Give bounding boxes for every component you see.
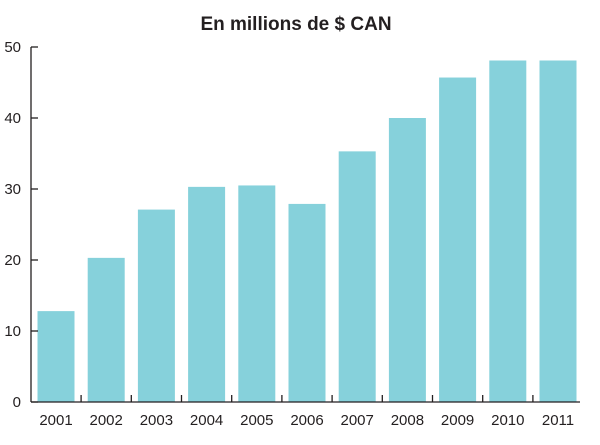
x-tick-label: 2007	[341, 412, 374, 429]
bar-2001	[37, 311, 75, 402]
y-tick-label: 10	[4, 323, 21, 340]
bar-2005	[238, 185, 276, 402]
bar-2011	[539, 60, 577, 403]
x-tick-label: 2004	[190, 412, 223, 429]
chart-title: En millions de $ CAN	[200, 14, 391, 35]
y-tick-label: 40	[4, 110, 21, 127]
y-tick-label: 20	[4, 252, 21, 269]
bar-2003	[137, 209, 175, 402]
x-tick-label: 2003	[140, 412, 173, 429]
x-tick-label: 2010	[491, 412, 524, 429]
x-tick-label: 2006	[290, 412, 323, 429]
x-tick-label: 2005	[240, 412, 273, 429]
x-tick-label: 2008	[391, 412, 424, 429]
y-tick-label: 0	[13, 394, 21, 411]
y-tick-label: 50	[4, 39, 21, 56]
x-tick-label: 2009	[441, 412, 474, 429]
x-tick-label: 2002	[90, 412, 123, 429]
y-tick-label: 30	[4, 181, 21, 198]
bar-2004	[188, 186, 226, 402]
bar-2010	[489, 60, 527, 403]
bar-2009	[439, 77, 477, 402]
x-axis: 2001 2002 2003 2004 2005 2006 2007 2008 2009 2010…	[31, 395, 580, 429]
bar-2002	[87, 257, 125, 402]
x-tick-label: 2001	[39, 412, 72, 429]
y-axis: 0 10 20 30 40 50	[4, 39, 38, 411]
bar-2007	[338, 151, 376, 402]
x-tick-label: 2011	[542, 412, 574, 429]
bar-2006	[288, 203, 326, 402]
bar-series	[37, 60, 577, 403]
bar-2008	[388, 118, 426, 402]
